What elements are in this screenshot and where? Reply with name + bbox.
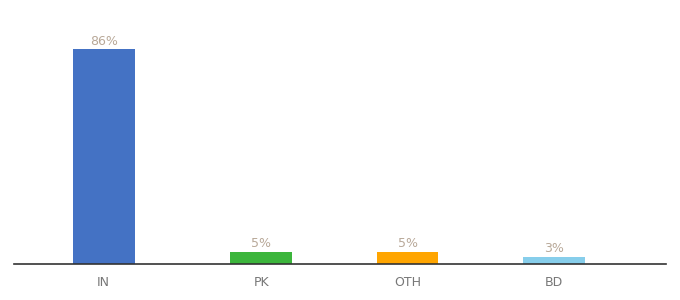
Bar [523,256,585,264]
Text: 86%: 86% [90,35,118,48]
Bar [73,49,135,264]
Bar [377,251,439,264]
Text: 3%: 3% [544,242,564,255]
Text: 5%: 5% [251,237,271,250]
Text: 5%: 5% [398,237,418,250]
Bar [231,251,292,264]
